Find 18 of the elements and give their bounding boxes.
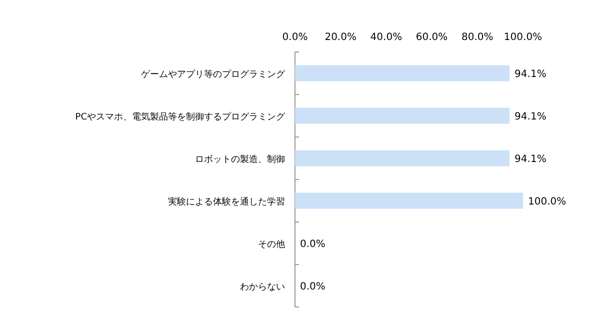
y-tick-label: PCやスマホ、電気製品等を制御するプログラミング (75, 111, 286, 122)
x-tick-label: 0.0% (282, 32, 308, 43)
x-tick-label: 60.0% (416, 32, 448, 43)
data-label: 100.0% (528, 196, 566, 208)
x-tick-label: 20.0% (324, 32, 356, 43)
x-tick-label: 40.0% (370, 32, 402, 43)
y-tick-label: その他 (258, 238, 285, 250)
y-tick-label: ゲームやアプリ等のプログラミング (141, 68, 286, 80)
x-tick-label: 80.0% (462, 32, 494, 43)
data-label: 94.1% (514, 68, 546, 80)
data-label: 94.1% (514, 154, 546, 165)
data-label: 0.0% (300, 238, 326, 250)
data-label: 0.0% (300, 281, 326, 292)
y-tick-label: ロボットの製造、制御 (195, 154, 285, 165)
data-label: 94.1% (514, 111, 546, 122)
y-tick-label: 実験による体験を通した学習 (168, 196, 285, 208)
y-tick-label: わからない (240, 282, 285, 292)
x-tick-label: 100.0% (504, 32, 542, 43)
